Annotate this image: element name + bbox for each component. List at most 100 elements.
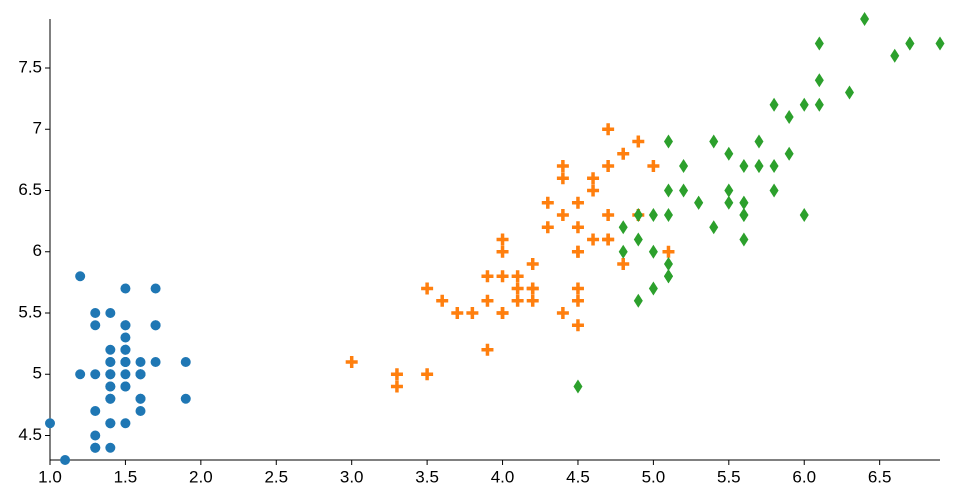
- point: [541, 196, 554, 209]
- point: [90, 406, 101, 416]
- point: [754, 134, 764, 149]
- point: [799, 97, 809, 112]
- point: [784, 146, 794, 161]
- point: [120, 344, 131, 355]
- point: [724, 195, 734, 210]
- point: [526, 282, 539, 295]
- point: [345, 356, 358, 368]
- point: [784, 110, 794, 124]
- point: [135, 357, 146, 367]
- point: [587, 233, 600, 246]
- x-tick-label: 2.0: [189, 467, 213, 486]
- point: [105, 418, 116, 429]
- point: [120, 320, 131, 331]
- point: [496, 245, 509, 258]
- point: [556, 307, 569, 319]
- point: [587, 184, 600, 197]
- point: [769, 183, 779, 198]
- point: [617, 147, 630, 160]
- point: [739, 232, 749, 247]
- point: [633, 208, 643, 222]
- point: [814, 73, 824, 88]
- point: [390, 368, 403, 381]
- point: [496, 233, 509, 246]
- point: [90, 369, 101, 380]
- x-tick-label: 3.0: [340, 467, 364, 486]
- point: [120, 381, 131, 392]
- point: [724, 183, 734, 198]
- point: [679, 183, 689, 198]
- point: [90, 442, 101, 453]
- point: [75, 271, 86, 282]
- point: [120, 369, 131, 380]
- point: [90, 430, 101, 441]
- point: [814, 36, 824, 51]
- point: [105, 369, 116, 380]
- point: [709, 134, 719, 149]
- point: [135, 369, 146, 380]
- point: [905, 36, 915, 51]
- point: [648, 208, 658, 222]
- point: [571, 294, 584, 307]
- x-tick-label: 6.5: [868, 467, 892, 486]
- point: [451, 307, 464, 319]
- point: [120, 283, 131, 294]
- point: [709, 220, 719, 235]
- point: [105, 308, 116, 318]
- point: [860, 12, 870, 26]
- point: [739, 195, 749, 210]
- point: [814, 97, 824, 112]
- point: [526, 294, 539, 307]
- point: [617, 258, 630, 270]
- x-tick-label: 4.0: [491, 467, 515, 486]
- point: [724, 146, 734, 161]
- point: [663, 183, 673, 198]
- point: [663, 208, 673, 222]
- point: [120, 357, 131, 367]
- point: [150, 357, 161, 367]
- point: [75, 369, 86, 380]
- point: [602, 123, 615, 136]
- x-tick-label: 6.0: [792, 467, 816, 486]
- point: [647, 160, 660, 172]
- y-tick-label: 6: [33, 241, 42, 260]
- x-tick-label: 4.5: [566, 467, 590, 486]
- y-tick-label: 5: [33, 364, 42, 383]
- point: [511, 270, 524, 283]
- point: [633, 232, 643, 247]
- point: [739, 208, 749, 222]
- point: [571, 282, 584, 295]
- y-tick-label: 7: [33, 119, 42, 138]
- point: [663, 269, 673, 284]
- y-tick-label: 5.5: [18, 302, 42, 321]
- point: [799, 208, 809, 222]
- point: [105, 442, 116, 453]
- point: [436, 294, 449, 307]
- point: [481, 343, 494, 356]
- point: [769, 159, 779, 173]
- point: [511, 282, 524, 295]
- point: [90, 308, 101, 318]
- y-tick-label: 4.5: [18, 425, 42, 444]
- point: [602, 233, 615, 246]
- y-tick-label: 6.5: [18, 180, 42, 199]
- point: [935, 36, 945, 51]
- point: [120, 332, 131, 343]
- point: [618, 220, 628, 235]
- point: [90, 320, 101, 331]
- point: [511, 294, 524, 307]
- point: [632, 135, 645, 148]
- point: [890, 48, 900, 63]
- point: [481, 270, 494, 283]
- point: [105, 381, 116, 392]
- point: [105, 357, 116, 367]
- x-tick-label: 5.0: [642, 467, 666, 486]
- point: [663, 134, 673, 149]
- point: [633, 293, 643, 308]
- point: [556, 160, 569, 172]
- point: [662, 245, 675, 258]
- point: [663, 257, 673, 271]
- point: [571, 221, 584, 234]
- point: [556, 209, 569, 221]
